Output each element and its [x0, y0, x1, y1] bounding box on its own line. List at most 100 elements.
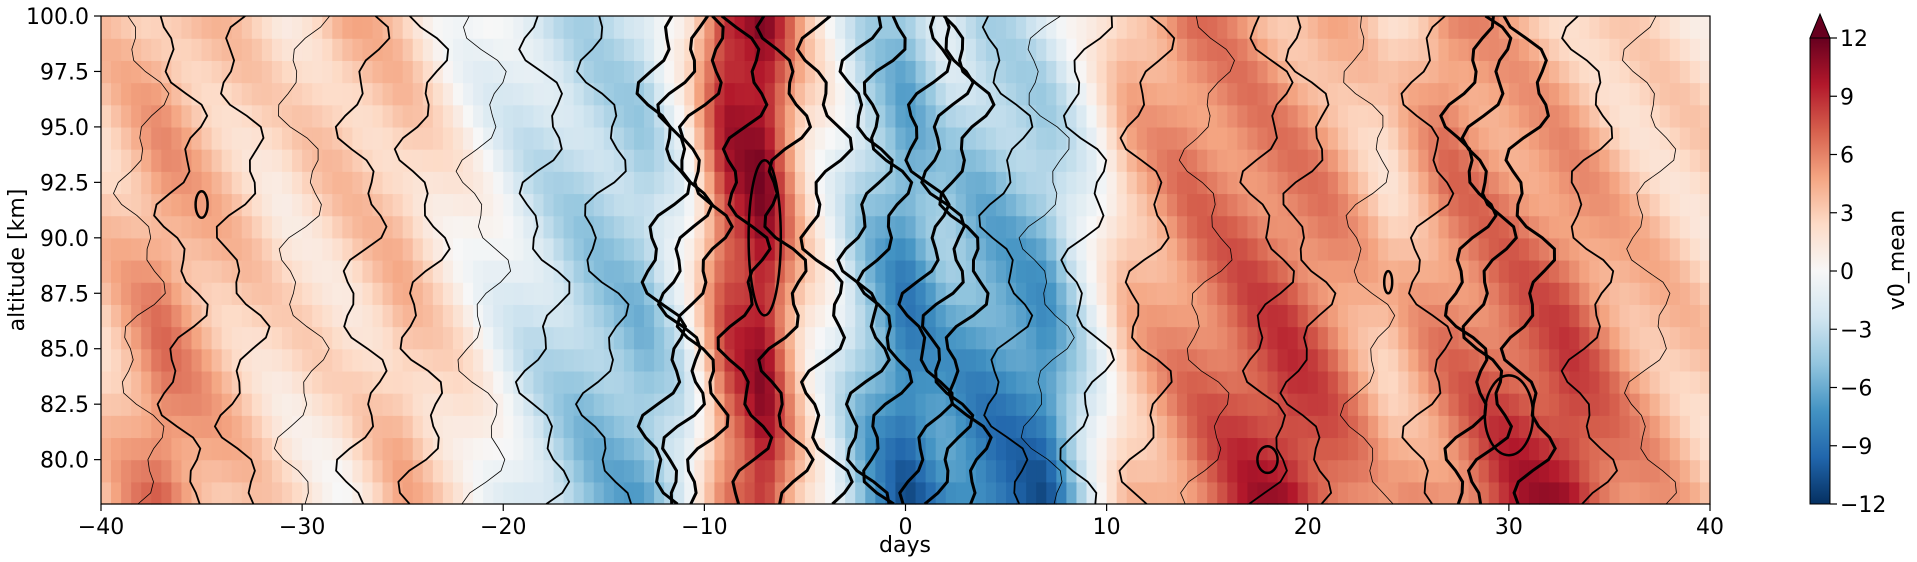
- field-cell: [814, 82, 826, 106]
- field-cell: [1498, 481, 1510, 505]
- field-cell: [1207, 82, 1218, 106]
- field-cell: [1388, 38, 1399, 61]
- field-cell: [1579, 304, 1590, 328]
- field-cell: [1006, 16, 1017, 39]
- field-cell: [1428, 282, 1440, 305]
- field-cell: [1136, 437, 1148, 461]
- field-cell: [362, 16, 374, 39]
- field-cell: [473, 459, 484, 483]
- field-cell: [633, 149, 645, 172]
- field-cell: [382, 260, 394, 283]
- field-cell: [1036, 459, 1047, 483]
- field-cell: [1699, 481, 1711, 505]
- field-cell: [1126, 481, 1138, 505]
- field-cell: [1177, 126, 1188, 150]
- field-cell: [312, 16, 323, 39]
- field-cell: [623, 193, 635, 217]
- field-cell: [1629, 82, 1641, 106]
- field-cell: [895, 38, 907, 61]
- field-cell: [372, 16, 384, 39]
- field-cell: [794, 60, 806, 84]
- field-cell: [483, 82, 494, 106]
- field-cell: [1076, 370, 1088, 394]
- field-cell: [895, 459, 907, 483]
- field-cell: [523, 126, 535, 150]
- field-cell: [1458, 193, 1470, 217]
- field-cell: [1368, 16, 1379, 39]
- field-cell: [865, 82, 876, 106]
- field-cell: [412, 60, 424, 84]
- field-cell: [1639, 104, 1651, 128]
- field-cell: [664, 215, 675, 239]
- field-cell: [1569, 237, 1580, 261]
- field-cell: [523, 393, 535, 416]
- field-cell: [493, 260, 504, 283]
- field-cell: [694, 415, 705, 439]
- field-cell: [875, 149, 886, 172]
- field-cell: [814, 237, 826, 261]
- contour-line: [1178, 16, 1235, 504]
- field-cell: [1136, 215, 1148, 239]
- field-cell: [1116, 415, 1128, 439]
- field-cell: [322, 260, 333, 283]
- field-cell: [1619, 393, 1631, 416]
- field-cell: [684, 437, 695, 461]
- field-cell: [1036, 82, 1047, 106]
- field-cell: [945, 370, 957, 394]
- field-cell: [865, 393, 876, 416]
- field-cell: [1066, 82, 1078, 106]
- field-cell: [513, 348, 524, 372]
- field-cell: [1247, 282, 1259, 305]
- field-cell: [1106, 215, 1118, 239]
- field-cell: [1549, 149, 1560, 172]
- field-cell: [985, 393, 997, 416]
- field-cell: [191, 393, 203, 416]
- field-cell: [1217, 171, 1228, 195]
- field-cell: [1508, 282, 1520, 305]
- field-cell: [1418, 304, 1430, 328]
- field-cell: [674, 38, 685, 61]
- field-cell: [1518, 326, 1530, 350]
- field-cell: [1428, 82, 1440, 106]
- field-cell: [935, 171, 947, 195]
- field-cell: [895, 149, 907, 172]
- field-cell: [885, 38, 897, 61]
- field-cell: [985, 215, 997, 239]
- field-cell: [603, 304, 615, 328]
- field-cell: [1056, 437, 1067, 461]
- field-cell: [905, 282, 917, 305]
- field-cell: [231, 260, 243, 283]
- field-cell: [895, 126, 907, 150]
- field-cell: [261, 481, 273, 505]
- field-cell: [191, 126, 203, 150]
- field-cell: [111, 126, 122, 150]
- field-cell: [1136, 459, 1148, 483]
- field-cell: [1418, 16, 1430, 39]
- field-cell: [1408, 370, 1419, 394]
- field-cell: [1559, 126, 1570, 150]
- field-cell: [191, 215, 203, 239]
- field-cell: [1036, 437, 1047, 461]
- field-cell: [1297, 16, 1309, 39]
- field-cell: [1347, 415, 1359, 439]
- field-cell: [1197, 326, 1208, 350]
- field-cell: [714, 171, 726, 195]
- field-cell: [1006, 126, 1017, 150]
- field-cell: [835, 38, 846, 61]
- field-cell: [1549, 38, 1560, 61]
- field-cell: [1609, 82, 1621, 106]
- field-cell: [975, 193, 987, 217]
- field-cell: [1116, 60, 1128, 84]
- field-cell: [996, 104, 1007, 128]
- field-cell: [644, 348, 655, 372]
- x-tick-label: 10: [1093, 515, 1121, 540]
- field-cell: [996, 260, 1007, 283]
- field-cell: [231, 16, 243, 39]
- field-cell: [402, 149, 414, 172]
- field-cell: [171, 237, 183, 261]
- field-cell: [1549, 326, 1560, 350]
- field-cell: [935, 16, 947, 39]
- field-cell: [1056, 82, 1067, 106]
- field-cell: [563, 215, 575, 239]
- field-cell: [231, 370, 243, 394]
